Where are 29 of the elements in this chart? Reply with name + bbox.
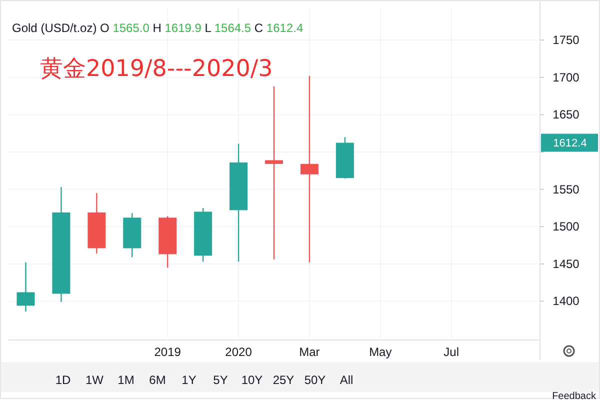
chart-title: Gold (USD/t.oz) O 1565.0 H 1619.9 L 1564.5 C — [12, 21, 264, 35]
text: 黄金2019/8---2020/3 — [40, 56, 273, 82]
y-tick-label: 1550 — [552, 182, 580, 196]
candlestick — [265, 86, 283, 260]
text: 50Y — [304, 373, 326, 387]
text: 1M — [118, 373, 134, 387]
x-tick-label: 2019 — [154, 345, 182, 359]
text: 1Y — [182, 373, 196, 387]
x-tick-label: Mar — [299, 345, 320, 359]
annotation: 1612.4 — [263, 21, 304, 35]
text: 1W — [86, 373, 104, 387]
text: 5Y — [213, 373, 228, 387]
y-tick-label: 1750 — [552, 33, 580, 48]
text: 10Y — [241, 373, 263, 387]
text: Feedback — [552, 391, 597, 400]
text: 6M — [149, 373, 166, 387]
y-tick-label: 1700 — [552, 70, 580, 84]
x-tick-label: Jul — [444, 345, 460, 359]
x-tick-label: 2020 — [225, 345, 252, 359]
y-tick-label: 1650 — [552, 108, 580, 122]
candlestick — [16, 262, 35, 312]
text: 1D — [55, 373, 71, 387]
x-tick-label: May — [369, 345, 392, 359]
y-tick-label: 1450 — [552, 256, 580, 271]
text: 1612.4 — [553, 138, 587, 150]
y-tick-label: 1500 — [552, 220, 580, 234]
text: 25Y — [272, 373, 294, 387]
text: All — [340, 373, 354, 387]
y-tick-label: 1400 — [552, 294, 580, 308]
